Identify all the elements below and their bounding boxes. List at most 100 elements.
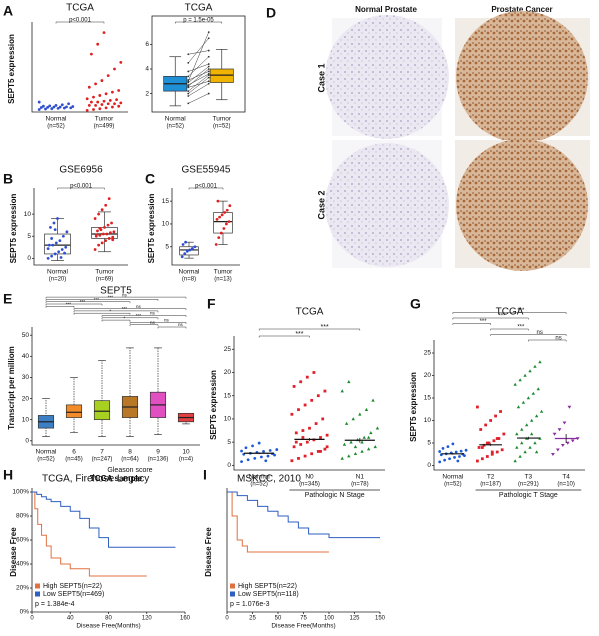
point <box>485 455 489 458</box>
point <box>94 82 97 86</box>
x-tick-label: 25 <box>249 616 256 622</box>
y-axis-label: Transcript per milliom <box>7 346 16 430</box>
axis-line <box>433 340 585 471</box>
x-tick-n: (n=52) <box>213 124 231 130</box>
point <box>207 65 210 68</box>
point <box>476 405 479 409</box>
point <box>565 441 570 445</box>
point <box>526 396 531 400</box>
point <box>500 448 504 452</box>
point <box>105 232 109 236</box>
bracket <box>157 326 187 329</box>
point <box>290 412 294 416</box>
point <box>538 360 542 364</box>
point <box>487 441 491 445</box>
point <box>207 37 210 40</box>
point <box>59 256 63 259</box>
x-axis-label: Gleason score <box>107 467 152 474</box>
y-tick-label: 80% <box>16 513 29 520</box>
point <box>50 237 54 240</box>
point <box>107 197 111 201</box>
point <box>464 448 468 452</box>
point <box>108 99 112 102</box>
point <box>98 94 102 97</box>
bracket <box>258 328 361 331</box>
point <box>214 243 218 246</box>
point <box>349 440 353 444</box>
chart-title: GSE6956 <box>59 165 103 176</box>
axis-line <box>233 336 385 471</box>
point <box>58 239 62 243</box>
point <box>52 221 56 225</box>
legend-label: High SEPT5(n=22) <box>238 583 297 590</box>
point <box>188 248 192 252</box>
point <box>305 375 309 379</box>
point <box>111 90 114 94</box>
x-axis-label: Pathologic N Stage <box>305 492 365 499</box>
x-tick-label: 40 <box>67 616 74 622</box>
x-tick-n: (n=78) <box>351 482 369 488</box>
y-tick-label: 25 <box>224 346 232 353</box>
point <box>50 107 54 111</box>
point <box>90 52 93 56</box>
point <box>56 106 60 110</box>
bracket <box>55 21 105 24</box>
point <box>275 448 279 451</box>
x-tick-label: 100 <box>324 616 335 622</box>
point <box>259 455 263 459</box>
point <box>104 106 108 110</box>
x-tick-label: T3 <box>525 474 533 481</box>
point <box>480 446 484 449</box>
point <box>207 68 210 70</box>
y-tick-label: 100% <box>12 489 29 496</box>
point <box>325 445 329 449</box>
panel-letter: E <box>3 291 12 307</box>
point <box>529 432 534 436</box>
point <box>207 73 210 75</box>
y-tick-label: 0 <box>427 462 431 469</box>
point <box>371 398 375 402</box>
point <box>253 456 257 460</box>
point <box>111 238 115 242</box>
point <box>342 442 347 446</box>
point <box>187 61 190 64</box>
point <box>516 405 521 409</box>
point <box>60 103 64 107</box>
point <box>67 102 70 106</box>
y-tick-label: 10 <box>162 221 170 228</box>
point <box>50 254 54 258</box>
point <box>567 405 572 409</box>
point <box>316 450 320 453</box>
comparison-label: ns <box>136 304 142 309</box>
x-tick-label: 8 <box>128 449 132 456</box>
bracket <box>188 187 224 190</box>
point <box>225 208 229 212</box>
point <box>240 449 243 453</box>
x-tick-n: (n=4) <box>179 457 193 463</box>
point <box>65 230 69 234</box>
point <box>325 433 329 437</box>
point <box>312 371 316 374</box>
legend-label: Low SEPT5(n=469) <box>43 591 104 598</box>
point <box>94 233 98 237</box>
point <box>494 414 497 418</box>
point <box>65 105 68 109</box>
panel-letter: F <box>207 296 216 312</box>
point <box>85 97 89 101</box>
point <box>207 55 210 58</box>
x-tick-label: 80 <box>105 616 112 622</box>
point <box>53 252 57 256</box>
y-tick-label: 0 <box>27 255 31 262</box>
x-tick-n: (n=20) <box>49 277 67 283</box>
y-tick-label: 10 <box>22 416 30 423</box>
point <box>187 75 190 78</box>
point <box>115 98 118 101</box>
point <box>264 459 268 463</box>
point <box>98 107 102 111</box>
comparison-label: p<0.001 <box>70 184 93 190</box>
panel-letter: B <box>3 171 13 187</box>
point <box>117 104 121 108</box>
point <box>71 105 75 108</box>
y-tick-label: 5 <box>227 439 231 446</box>
point <box>102 31 106 35</box>
